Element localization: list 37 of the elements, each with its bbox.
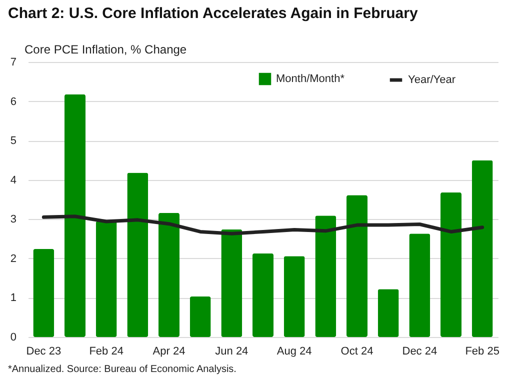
line-series [42, 214, 484, 236]
x-tick-label: Dec 24 [402, 346, 438, 358]
bar [127, 172, 148, 337]
bar [284, 256, 305, 337]
bar [96, 221, 117, 337]
y-tick-label: 2 [10, 252, 16, 265]
x-tick-label: Jun 24 [215, 346, 248, 358]
bar [252, 253, 274, 337]
x-tick-label: Feb 24 [89, 346, 124, 358]
y-tick-label: 6 [10, 96, 16, 108]
bar [378, 289, 399, 337]
bar [190, 296, 211, 337]
bar [346, 195, 368, 337]
chart-title: Chart 2: U.S. Core Inflation Accelerates Again in February [8, 5, 418, 22]
legend-label: Year/Year [408, 74, 456, 86]
y-tick-label: 1 [10, 292, 16, 304]
bar [158, 212, 180, 337]
bar [315, 216, 336, 337]
x-tick-label: Aug 24 [276, 346, 312, 358]
y-tick-label: 4 [10, 174, 16, 186]
legend-label: Month/Month* [276, 73, 346, 85]
bar [64, 94, 86, 337]
bar [409, 234, 430, 337]
y-tick-label: 0 [10, 332, 16, 344]
y-tick-label: 7 [10, 56, 16, 68]
x-tick-label: Apr 24 [152, 346, 186, 358]
bar [472, 160, 493, 337]
bar [221, 229, 242, 337]
y-axis-title: Core PCE Inflation, % Change [24, 42, 187, 56]
y-tick-label: 3 [10, 214, 16, 226]
bar [440, 192, 462, 337]
bar [33, 249, 54, 337]
x-tick-label: Oct 24 [340, 346, 374, 358]
text: *Annualized. Source: Bureau of Economic Analysis. [8, 364, 236, 375]
x-tick-label: Feb 25 [465, 346, 500, 358]
x-tick-label: Dec 23 [26, 346, 62, 358]
y-tick-label: 5 [10, 135, 16, 148]
